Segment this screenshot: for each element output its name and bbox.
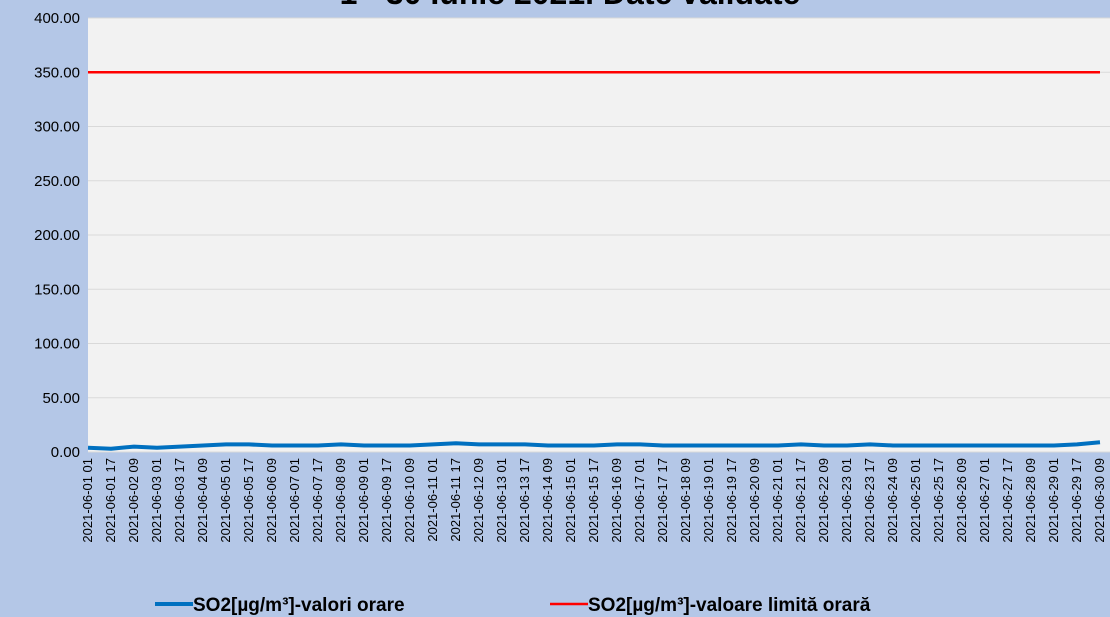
x-tick-label: 2021-06-06 09 [264, 458, 279, 543]
x-tick-label: 2021-06-25 01 [908, 458, 923, 543]
x-tick-label: 2021-06-21 17 [793, 458, 808, 543]
y-tick-label: 350.00 [34, 64, 80, 81]
y-tick-label: 0.00 [51, 444, 80, 461]
x-tick-label: 2021-06-05 17 [241, 458, 256, 543]
series-line [87, 440, 1101, 451]
legend-label: SO2[µg/m³]-valori orare [193, 595, 405, 616]
y-tick-label: 200.00 [34, 227, 80, 244]
x-tick-label: 2021-06-20 09 [747, 458, 762, 543]
x-tick-label: 2021-06-01 01 [80, 458, 95, 543]
x-tick-label: 2021-06-11 01 [425, 458, 440, 542]
x-tick-label: 2021-06-27 17 [1000, 458, 1015, 543]
x-tick-label: 2021-06-07 17 [310, 458, 325, 543]
x-tick-label: 2021-06-28 09 [1023, 458, 1038, 543]
x-tick-label: 2021-06-11 17 [448, 458, 463, 542]
x-tick-label: 2021-06-01 17 [103, 458, 118, 543]
x-tick-label: 2021-06-09 17 [379, 458, 394, 543]
x-tick-label: 2021-06-13 01 [494, 458, 509, 543]
x-tick-label: 2021-06-08 09 [333, 458, 348, 543]
chart-title: 1 - 30 Iunie 2021. Date validate [340, 0, 801, 11]
x-tick-label: 2021-06-12 09 [471, 458, 486, 543]
x-tick-label: 2021-06-29 01 [1046, 458, 1061, 543]
x-tick-label: 2021-06-18 09 [678, 458, 693, 543]
x-tick-label: 2021-06-27 01 [977, 458, 992, 543]
x-tick-label: 2021-06-02 09 [126, 458, 141, 543]
x-tick-label: 2021-06-10 09 [402, 458, 417, 543]
x-tick-label: 2021-06-14 09 [540, 458, 555, 543]
x-tick-label: 2021-06-24 09 [885, 458, 900, 543]
x-tick-label: 2021-06-07 01 [287, 458, 302, 543]
x-tick-label: 2021-06-25 17 [931, 458, 946, 543]
x-tick-label: 2021-06-26 09 [954, 458, 969, 543]
x-tick-label: 2021-06-16 09 [609, 458, 624, 543]
x-tick-label: 2021-06-17 17 [655, 458, 670, 543]
y-tick-label: 400.00 [34, 10, 80, 27]
x-tick-label: 2021-06-05 01 [218, 458, 233, 543]
x-tick-label: 2021-06-19 01 [701, 458, 716, 543]
x-tick-label: 2021-06-17 01 [632, 458, 647, 543]
x-tick-label: 2021-06-22 09 [816, 458, 831, 543]
x-tick-label: 2021-06-29 17 [1069, 458, 1084, 543]
x-tick-label: 2021-06-30 09 [1092, 458, 1107, 543]
x-tick-label: 2021-06-13 17 [517, 458, 532, 543]
y-tick-label: 100.00 [34, 336, 80, 353]
x-tick-label: 2021-06-23 01 [839, 458, 854, 543]
x-tick-label: 2021-06-09 01 [356, 458, 371, 543]
x-tick-label: 2021-06-04 09 [195, 458, 210, 543]
x-tick-label: 2021-06-19 17 [724, 458, 739, 543]
x-tick-label: 2021-06-21 01 [770, 458, 785, 543]
x-tick-label: 2021-06-15 01 [563, 458, 578, 543]
x-tick-label: 2021-06-15 17 [586, 458, 601, 543]
y-tick-label: 50.00 [42, 390, 80, 407]
y-tick-label: 300.00 [34, 119, 80, 136]
x-tick-label: 2021-06-03 17 [172, 458, 187, 543]
y-tick-label: 250.00 [34, 173, 80, 190]
legend-label: SO2[µg/m³]-valoare limită orară [588, 595, 871, 616]
x-tick-label: 2021-06-23 17 [862, 458, 877, 543]
y-tick-label: 150.00 [34, 281, 80, 298]
x-tick-label: 2021-06-03 01 [149, 458, 164, 543]
